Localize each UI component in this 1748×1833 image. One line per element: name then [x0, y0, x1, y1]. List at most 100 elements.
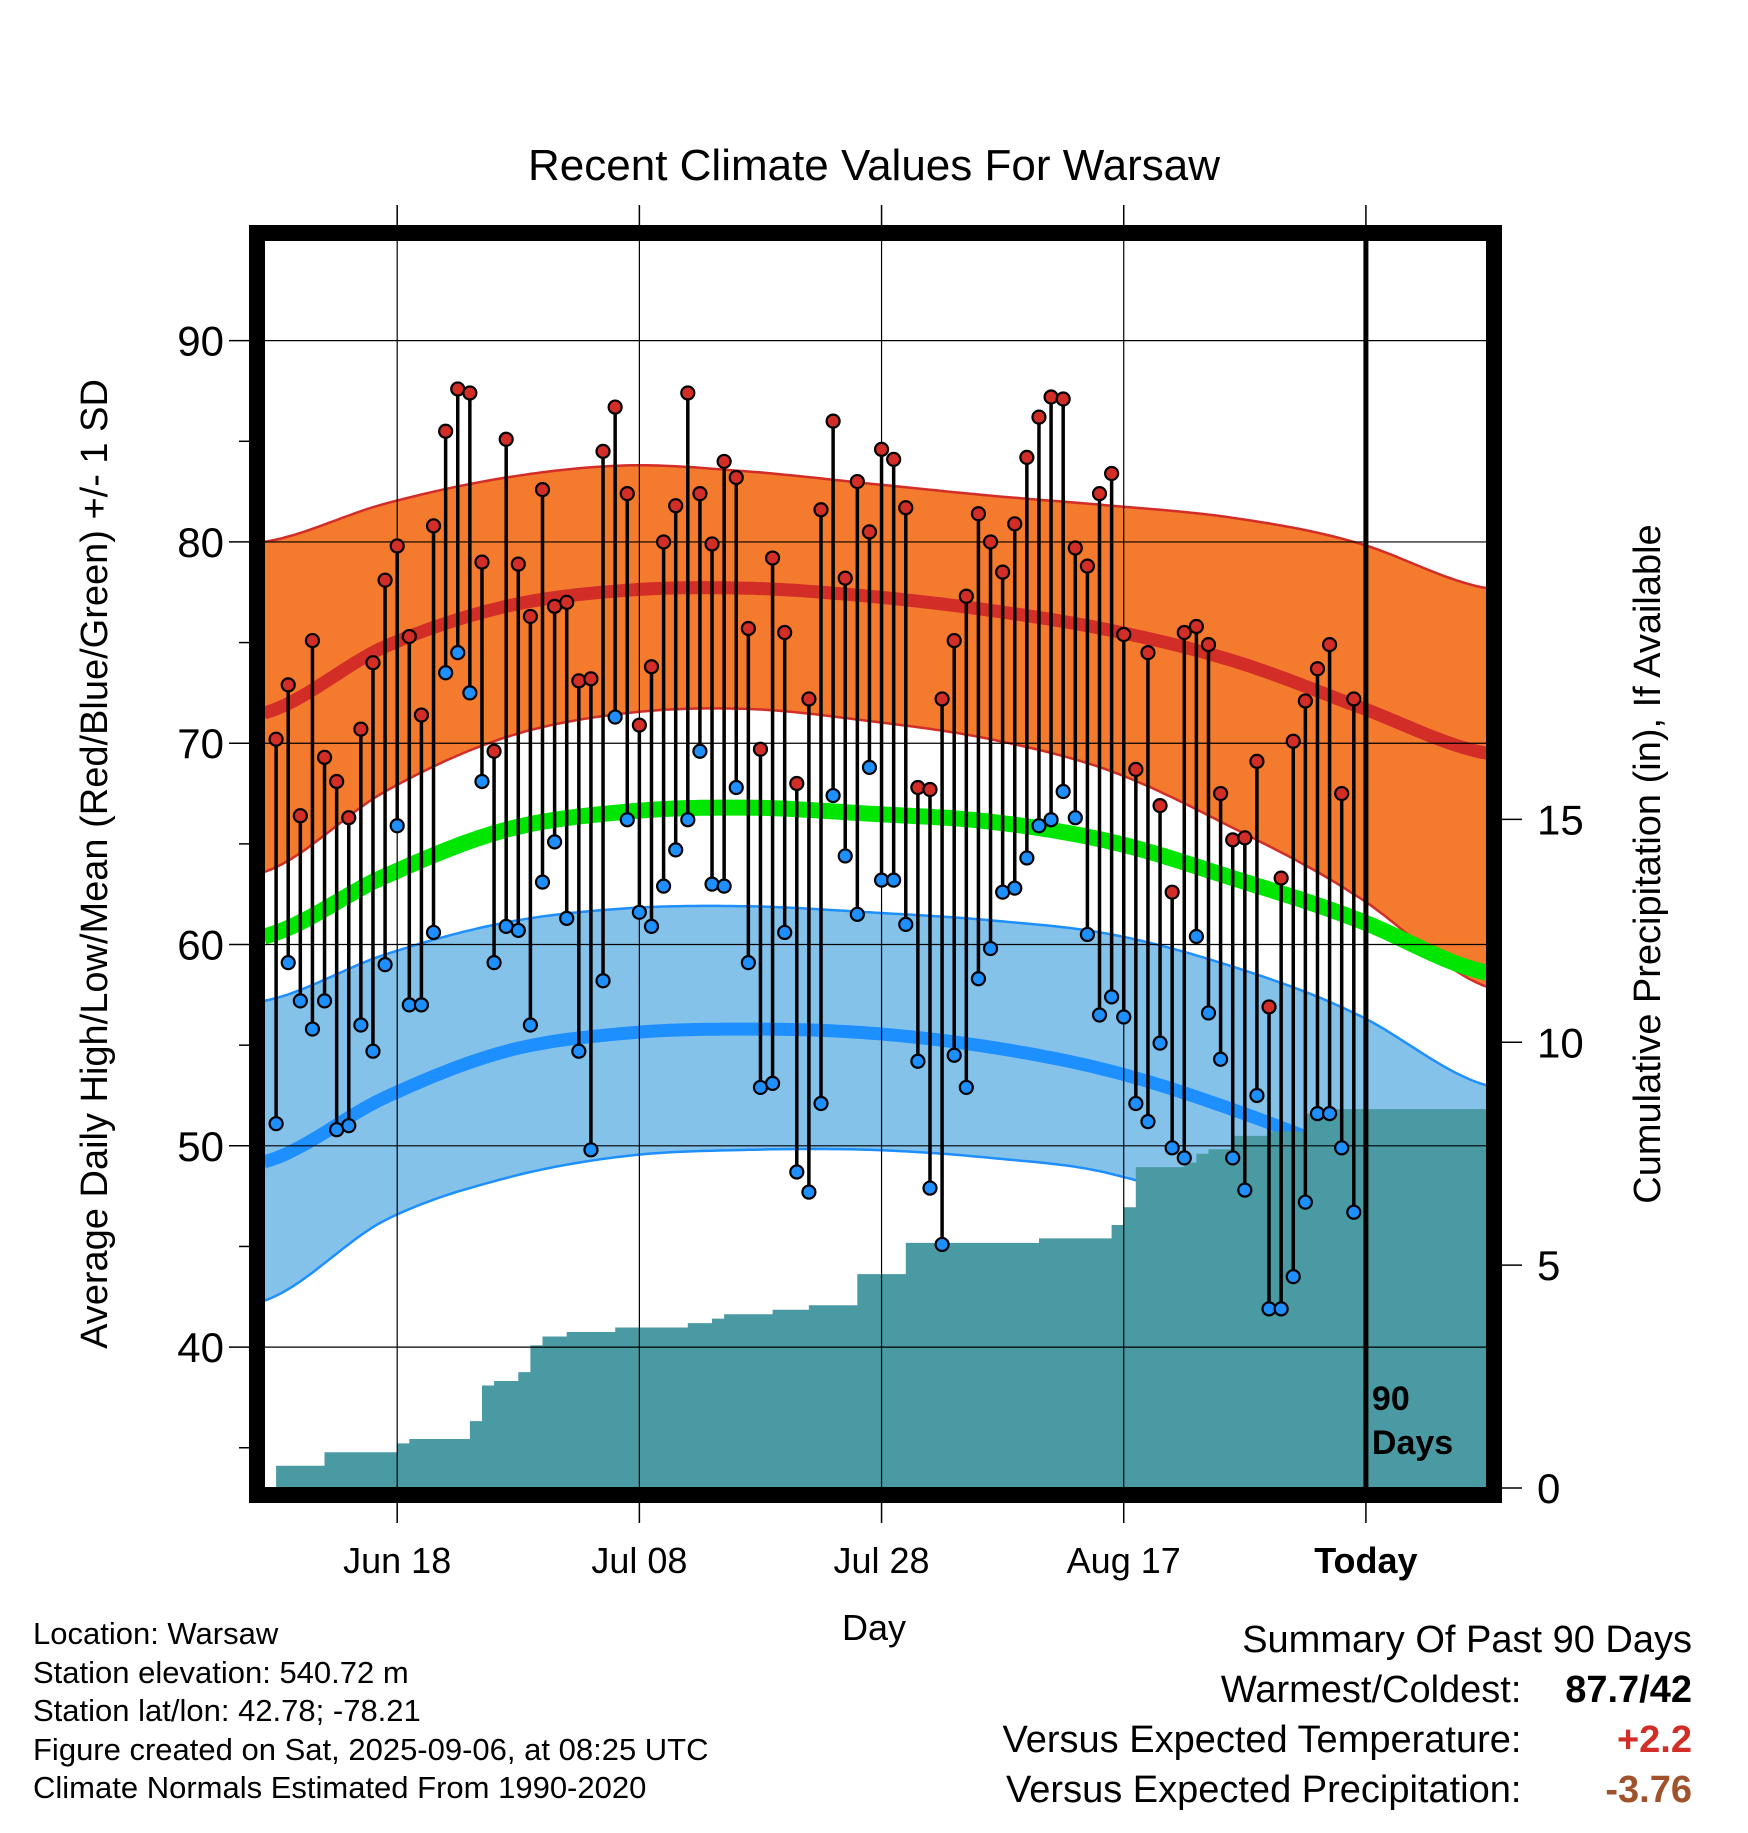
daily-high-point [534, 482, 551, 498]
daily-high-point [280, 677, 296, 693]
daily-low-point [655, 878, 672, 894]
daily-high-point [1200, 636, 1217, 653]
daily-high-point [1140, 645, 1156, 661]
daily-low-point [716, 878, 732, 894]
daily-low-point [958, 1079, 974, 1096]
daily-high-point [1188, 618, 1204, 635]
daily-high-point [1273, 870, 1289, 886]
today-days-label-2: Days [1372, 1424, 1453, 1462]
daily-high-point [607, 399, 623, 415]
daily-low-point [777, 924, 793, 941]
daily-high-point [752, 741, 769, 757]
precip-label: Versus Expected Precipitation: [1006, 1769, 1522, 1811]
daily-high-point [825, 413, 841, 429]
daily-high-point [304, 632, 321, 649]
precip-value: -3.76 [1605, 1769, 1692, 1811]
daily-low-point [1067, 810, 1083, 826]
daily-high-point [1309, 661, 1326, 677]
daily-high-point [849, 473, 865, 490]
daily-low-point [1055, 783, 1071, 800]
daily-high-point [1104, 465, 1120, 482]
station-info: Location: Warsaw Station elevation: 540.… [33, 1615, 709, 1808]
daily-high-point [1007, 516, 1023, 532]
daily-high-point [728, 469, 744, 486]
daily-high-point [341, 810, 357, 826]
daily-low-point [886, 872, 902, 888]
daily-high-point [316, 749, 333, 765]
daily-high-point [1164, 884, 1180, 900]
daily-high-point [1043, 389, 1059, 405]
normal-low-line [264, 1022, 1487, 1229]
daily-high-point [655, 534, 672, 550]
daily-low-point [1273, 1301, 1289, 1317]
daily-high-point [619, 486, 635, 502]
daily-high-point [1249, 753, 1265, 769]
daily-low-point [849, 906, 865, 922]
daily-high-point [486, 743, 502, 759]
daily-high-point [1128, 761, 1144, 777]
daily-low-point [619, 812, 635, 828]
daily-high-point [462, 385, 478, 401]
daily-high-point [510, 556, 526, 572]
daily-low-point [643, 918, 660, 935]
daily-low-point [764, 1075, 781, 1092]
chart-title: Recent Climate Values For Warsaw [528, 141, 1220, 190]
daily-high-point [631, 717, 647, 733]
normal-mean-line [264, 799, 1487, 981]
daily-low-point [631, 904, 647, 920]
daily-low-point [559, 910, 575, 926]
daily-low-point [1285, 1269, 1301, 1285]
summary-row-temp: Versus Expected Temperature: +2.2 [792, 1715, 1692, 1765]
precip-tick-label: 0 [1537, 1465, 1560, 1512]
temp-value: +2.2 [1616, 1719, 1692, 1761]
daily-high-point [910, 779, 926, 796]
daily-low-point [946, 1047, 962, 1063]
summary-title: Summary Of Past 90 Days [1242, 1619, 1692, 1661]
y-tick-label: 40 [177, 1324, 224, 1371]
daily-low-point [1164, 1140, 1180, 1156]
daily-low-point [837, 848, 853, 864]
daily-low-point [292, 993, 308, 1009]
daily-low-point [982, 940, 999, 957]
daily-high-point [680, 385, 696, 401]
daily-high-point [958, 588, 974, 604]
y-tick-label: 50 [177, 1123, 224, 1170]
daily-low-point [1031, 818, 1047, 834]
normal-high-line [264, 581, 1487, 760]
daily-low-point [1079, 926, 1096, 943]
daily-low-point [1249, 1087, 1265, 1104]
daily-high-point [522, 608, 538, 625]
daily-low-point [583, 1142, 599, 1158]
today-days-label-1: 90 [1372, 1380, 1410, 1418]
daily-high-point [1091, 486, 1108, 502]
daily-high-point [595, 443, 611, 459]
daily-low-point [1152, 1035, 1168, 1051]
x-tick-label: Jun 18 [343, 1540, 451, 1581]
daily-high-point [777, 624, 793, 641]
daily-high-point [425, 518, 442, 534]
precip-tick-label: 10 [1537, 1019, 1584, 1066]
daily-low-point [268, 1116, 284, 1132]
daily-high-point [1019, 449, 1035, 465]
daily-low-point [1116, 1009, 1132, 1025]
daily-low-point [680, 812, 696, 828]
daily-low-point [341, 1118, 357, 1134]
daily-high-point [837, 570, 853, 586]
y-tick-label: 70 [177, 720, 224, 767]
daily-high-point [559, 594, 575, 610]
x-tick-label: Aug 17 [1067, 1540, 1181, 1581]
daily-high-point [1261, 999, 1277, 1015]
daily-low-point [607, 709, 623, 725]
daily-high-point [365, 655, 381, 671]
daily-low-point [571, 1043, 587, 1059]
daily-high-point [1055, 391, 1071, 407]
daily-low-point [425, 924, 442, 941]
daily-high-point [498, 431, 514, 447]
precip-tick-label: 5 [1537, 1242, 1560, 1289]
created-text: Figure created on Sat, 2025-09-06, at 08… [33, 1731, 709, 1767]
daily-high-point [1079, 558, 1096, 574]
daily-high-point [474, 554, 490, 570]
daily-high-point [764, 550, 781, 566]
daily-high-point [1067, 540, 1083, 556]
